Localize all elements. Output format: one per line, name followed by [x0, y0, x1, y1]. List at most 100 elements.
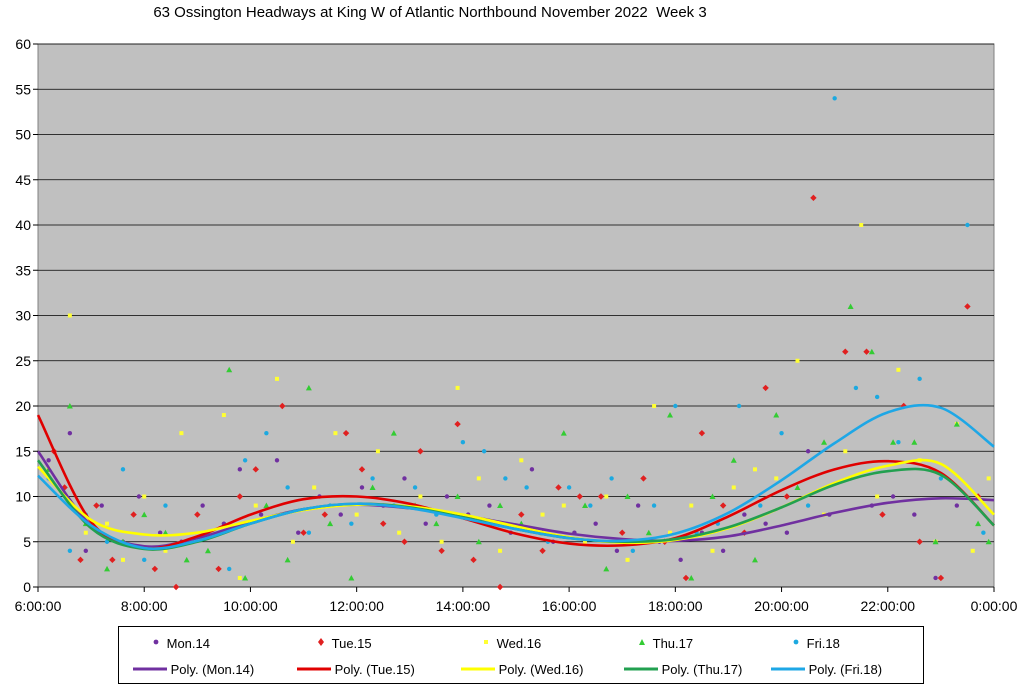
- x-tick-label: 0:00:00: [971, 598, 1018, 614]
- legend-item-poly-tue15: Poly. (Tue.15): [297, 661, 415, 677]
- trendline-polytue15: [36, 414, 995, 550]
- point-wed16: [333, 431, 338, 436]
- point-tue15: [438, 547, 445, 554]
- point-tue15: [810, 194, 817, 202]
- point-fri18: [779, 430, 784, 436]
- point-wed16: [604, 494, 609, 499]
- point-wed16: [625, 557, 630, 562]
- point-thu17: [645, 529, 652, 536]
- point-fri18: [242, 458, 248, 463]
- point-mon14: [402, 476, 407, 481]
- chart-title: 63 Ossington Headways at King W of Atlan…: [153, 4, 707, 21]
- point-fri18: [524, 485, 529, 490]
- point-tue15: [215, 565, 222, 573]
- point-tue15: [172, 583, 180, 591]
- point-wed16: [652, 404, 657, 408]
- y-tick-label: 30: [15, 308, 31, 324]
- point-thu17: [667, 412, 674, 418]
- point-mon14: [200, 503, 205, 508]
- point-tue15: [900, 402, 907, 410]
- trendline-polymon14: [36, 450, 995, 548]
- legend-label-mon14: Mon.14: [166, 636, 210, 652]
- point-fri18: [758, 503, 763, 508]
- x-tick-label: 8:00:00: [121, 598, 168, 614]
- point-mon14: [678, 557, 683, 563]
- point-wed16: [986, 476, 991, 481]
- point-fri18: [896, 440, 901, 445]
- point-thu17: [204, 547, 211, 554]
- point-thu17: [390, 430, 397, 436]
- point-mon14: [338, 512, 343, 517]
- point-tue15: [358, 466, 366, 473]
- point-tue15: [300, 529, 307, 536]
- point-wed16: [375, 449, 380, 454]
- x-tick-label: 6:00:00: [15, 598, 62, 614]
- point-thu17: [730, 457, 737, 463]
- y-tick-label: 20: [15, 398, 31, 414]
- legend-marker-thu17: [635, 636, 649, 651]
- point-thu17: [953, 421, 960, 427]
- point-tue15: [236, 493, 244, 500]
- trendline-polywed16: [37, 458, 995, 545]
- point-thu17: [327, 520, 334, 527]
- point-tue15: [77, 556, 84, 564]
- point-mon14: [359, 485, 365, 490]
- point-wed16: [731, 485, 736, 490]
- point-thu17: [752, 556, 758, 563]
- point-fri18: [651, 503, 657, 508]
- trendlines: [36, 403, 995, 551]
- point-mon14: [614, 548, 620, 553]
- y-tick-label: 55: [15, 81, 31, 97]
- point-thu17: [433, 520, 440, 527]
- point-fri18: [163, 503, 168, 508]
- point-fri18: [832, 96, 837, 101]
- data-points: [45, 96, 992, 591]
- point-tue15: [698, 429, 706, 437]
- point-fri18: [285, 485, 290, 490]
- legend-item-tue15: Tue.15: [314, 635, 372, 651]
- legend-item-mon14: Mon.14: [149, 635, 210, 651]
- point-fri18: [853, 385, 859, 391]
- x-tick-label: 10:00:00: [223, 598, 278, 614]
- legend-marker-fri18: [789, 636, 803, 651]
- x-tick-label: 16:00:00: [542, 598, 597, 614]
- point-fri18: [736, 403, 742, 409]
- point-thu17: [890, 439, 897, 445]
- legend-line-poly-thu17: [624, 662, 658, 677]
- point-fri18: [673, 403, 678, 409]
- y-tick-label: 5: [23, 534, 31, 550]
- point-thu17: [688, 574, 695, 581]
- point-mon14: [805, 449, 811, 454]
- legend-marker-mon14: [149, 636, 163, 651]
- point-thu17: [847, 303, 854, 309]
- y-tick-label: 50: [15, 127, 31, 143]
- point-mon14: [890, 494, 896, 499]
- point-fri18: [917, 376, 922, 382]
- point-tue15: [109, 556, 116, 564]
- legend-line-poly-wed16: [461, 662, 495, 677]
- point-wed16: [774, 476, 779, 481]
- point-mon14: [157, 530, 163, 535]
- point-tue15: [555, 484, 562, 491]
- point-tue15: [682, 574, 690, 582]
- point-tue15: [964, 303, 971, 310]
- point-fri18: [306, 530, 312, 535]
- point-wed16: [237, 575, 242, 580]
- point-mon14: [237, 467, 243, 472]
- point-fri18: [874, 394, 880, 400]
- point-thu17: [794, 484, 801, 490]
- point-thu17: [932, 538, 939, 545]
- point-tue15: [194, 511, 201, 518]
- gridlines: [38, 43, 994, 588]
- y-tick-label: 40: [15, 217, 31, 233]
- point-mon14: [954, 503, 960, 508]
- legend-item-fri18: Fri.18: [789, 635, 840, 651]
- point-wed16: [689, 503, 694, 508]
- point-tue15: [576, 493, 583, 500]
- point-wed16: [476, 476, 481, 481]
- point-thu17: [305, 384, 312, 391]
- trendline-polyfri18: [37, 403, 995, 550]
- point-fri18: [264, 430, 269, 436]
- point-tue15: [93, 502, 100, 509]
- x-tick-label: 12:00:00: [329, 598, 384, 614]
